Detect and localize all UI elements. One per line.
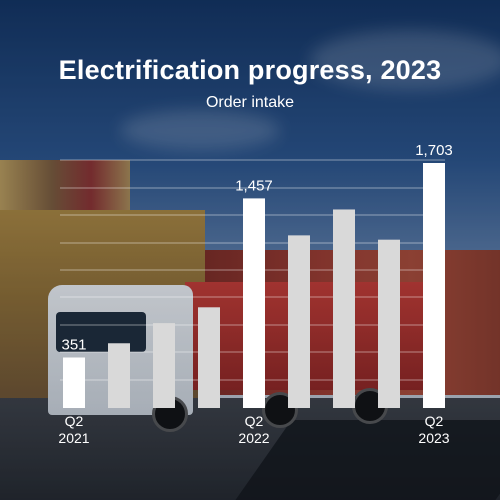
data-label: 1,457 xyxy=(235,177,273,194)
bar-q4-2021 xyxy=(153,323,175,408)
data-label: 351 xyxy=(61,337,86,354)
x-tick-label: Q2 xyxy=(245,413,264,429)
x-tick-label: Q2 xyxy=(425,413,444,429)
x-tick-label: 2022 xyxy=(238,430,269,446)
chart-subtitle: Order intake xyxy=(205,94,295,111)
bar-q3-2022 xyxy=(288,235,310,408)
bar-q1-2022 xyxy=(198,307,220,408)
truck-windshield xyxy=(56,312,146,352)
bar-q3-2021 xyxy=(108,343,130,408)
bar-q2-2021 xyxy=(63,357,85,408)
x-tick-label: Q2 xyxy=(65,413,84,429)
data-label: 1,703 xyxy=(415,142,453,159)
bar-q4-2022 xyxy=(333,209,355,408)
cloud xyxy=(120,110,280,150)
bar-q1-2023 xyxy=(378,239,400,408)
cloud xyxy=(310,30,500,90)
x-tick-label: 2021 xyxy=(58,430,89,446)
bar-q2-2022 xyxy=(243,198,265,408)
chart-title: Electrification progress, 2023 xyxy=(58,55,442,85)
x-tick-label: 2023 xyxy=(418,430,449,446)
bar-q2-2023 xyxy=(423,163,445,408)
